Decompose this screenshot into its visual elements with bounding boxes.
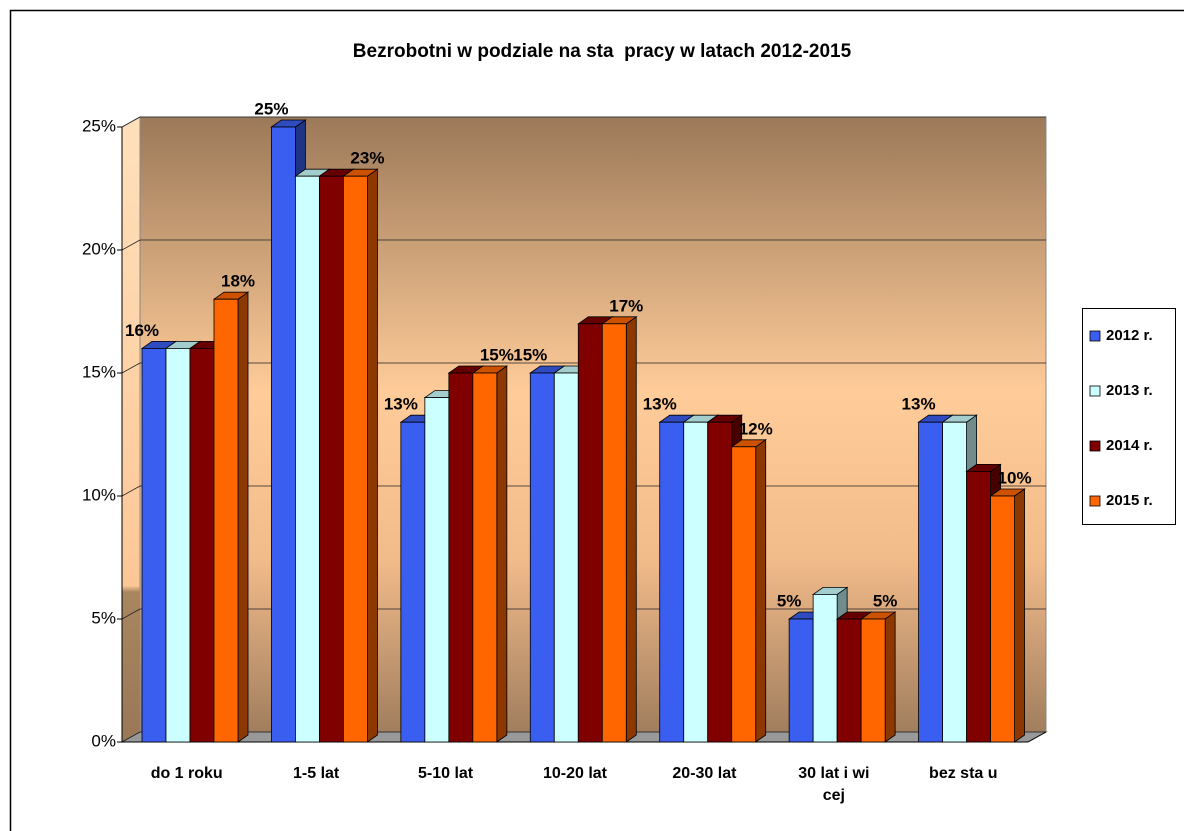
data-label: 12% xyxy=(739,419,773,438)
bar xyxy=(141,347,167,743)
bar xyxy=(990,495,1015,743)
data-label: 17% xyxy=(609,296,643,315)
bar xyxy=(707,421,733,743)
bar xyxy=(213,298,239,743)
grid-line-side xyxy=(121,485,141,497)
bar xyxy=(836,618,862,743)
y-tick-label: 0% xyxy=(91,731,116,750)
bar xyxy=(659,421,685,743)
grid-line-side xyxy=(121,608,141,620)
data-label: 15% xyxy=(480,345,514,364)
x-tick-label: 20-30 lat xyxy=(672,765,737,782)
x-tick-label: do 1 roku xyxy=(150,765,223,782)
data-label: 10% xyxy=(998,468,1032,487)
x-tick-label: 5-10 lat xyxy=(417,765,474,782)
data-label: 13% xyxy=(643,395,677,414)
bar-side xyxy=(1014,488,1025,743)
bar-side xyxy=(755,439,767,743)
chart-title: Bezrobotni w podziale na sta pracy w lat… xyxy=(353,41,852,62)
legend-swatch xyxy=(1089,330,1101,342)
grid-line-side xyxy=(121,116,141,128)
bar xyxy=(553,372,579,743)
bar xyxy=(271,126,296,743)
side-wall xyxy=(121,116,141,743)
bar xyxy=(683,421,709,743)
y-tick-label: 20% xyxy=(82,239,116,258)
bar xyxy=(601,323,627,743)
bar xyxy=(319,175,344,743)
bar-side xyxy=(367,168,378,743)
data-label: 5% xyxy=(873,591,898,610)
bar xyxy=(165,347,191,743)
data-label: 5% xyxy=(777,591,802,610)
bar xyxy=(295,175,320,743)
bar xyxy=(343,175,368,743)
bar xyxy=(424,397,450,743)
legend-label: 2014 r. xyxy=(1106,437,1153,454)
y-tick-label: 5% xyxy=(91,608,116,627)
bar xyxy=(942,421,967,743)
bar-side xyxy=(884,611,896,743)
x-axis-depth xyxy=(1027,731,1047,743)
bar xyxy=(400,421,426,743)
bar xyxy=(577,323,603,743)
bar xyxy=(918,421,943,743)
bar xyxy=(966,470,991,743)
x-tick-label: 30 lat i wi cej xyxy=(798,765,870,804)
bar-side xyxy=(625,316,637,743)
x-tick-label: 10-20 lat xyxy=(542,765,608,782)
y-tick-label: 25% xyxy=(82,116,116,135)
data-label: 25% xyxy=(254,99,288,118)
bar-side xyxy=(496,365,508,743)
bar xyxy=(448,372,474,743)
legend-swatch xyxy=(1089,495,1101,507)
bar xyxy=(731,446,757,743)
data-label: 23% xyxy=(350,149,384,168)
data-label: 13% xyxy=(384,395,418,414)
y-tick-label: 10% xyxy=(82,485,116,504)
bar xyxy=(812,594,838,743)
bar xyxy=(189,347,215,743)
legend-label: 2013 r. xyxy=(1106,382,1153,399)
legend-swatch xyxy=(1089,440,1101,452)
bar xyxy=(529,372,555,743)
grid-line-side xyxy=(121,362,141,374)
data-label: 16% xyxy=(125,321,159,340)
x-tick-label: 1-5 lat xyxy=(293,765,340,782)
y-tick-label: 15% xyxy=(82,362,116,381)
bar xyxy=(472,372,498,743)
bar xyxy=(860,618,886,743)
grid-line-side xyxy=(121,239,141,251)
x-tick-label: bez sta u xyxy=(929,765,998,782)
legend-label: 2012 r. xyxy=(1106,327,1153,344)
legend-swatch xyxy=(1089,385,1101,397)
legend-box xyxy=(1082,308,1176,525)
bar xyxy=(788,618,814,743)
data-label: 15% xyxy=(513,345,547,364)
bar-side xyxy=(237,291,249,743)
data-label: 13% xyxy=(902,395,936,414)
grid-line-side xyxy=(121,731,141,743)
data-label: 18% xyxy=(221,272,255,291)
legend-label: 2015 r. xyxy=(1106,492,1153,509)
